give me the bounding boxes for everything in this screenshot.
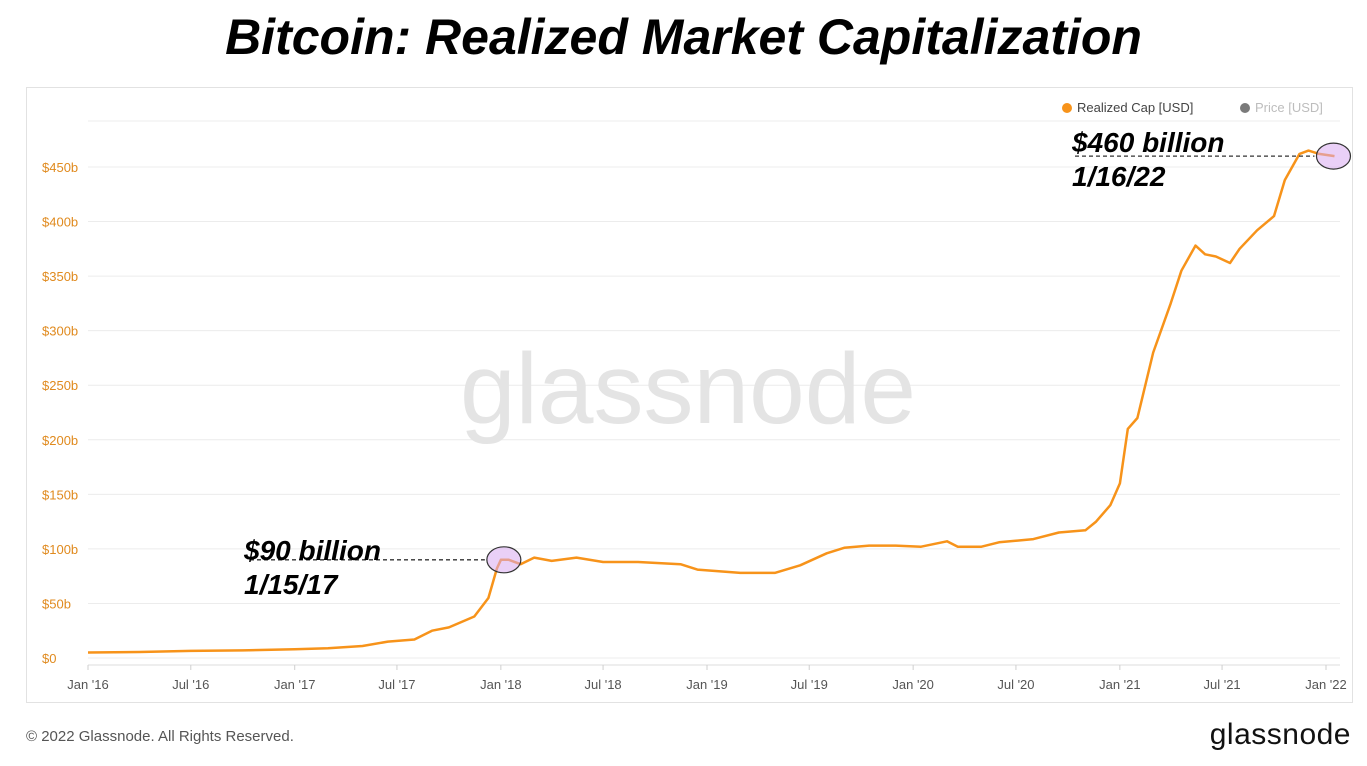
y-tick-label: $250b bbox=[42, 378, 78, 393]
legend-price[interactable]: Price [USD] bbox=[1240, 100, 1323, 115]
y-tick-label: $50b bbox=[42, 596, 71, 611]
chart-title: Bitcoin: Realized Market Capitalization bbox=[225, 9, 1142, 65]
series-line-realized-cap bbox=[87, 149, 1335, 654]
x-tick-label: Jul '17 bbox=[378, 677, 415, 692]
annotation-2017-highlight bbox=[486, 546, 522, 574]
chart-panel bbox=[26, 87, 1353, 703]
x-tick-label: Jan '21 bbox=[1099, 677, 1141, 692]
annotation-2022-value: $460 billion bbox=[1072, 127, 1225, 158]
annotation-2022-highlight bbox=[1315, 142, 1352, 170]
annotation-2022-date: 1/16/22 bbox=[1072, 161, 1166, 192]
x-tick-label: Jan '18 bbox=[480, 677, 522, 692]
x-tick-label: Jul '21 bbox=[1203, 677, 1240, 692]
annotation-2017-date: 1/15/17 bbox=[244, 569, 338, 600]
x-tick-label: Jan '16 bbox=[67, 677, 109, 692]
legend-label-price: Price [USD] bbox=[1255, 100, 1323, 115]
y-tick-label: $150b bbox=[42, 487, 78, 502]
annotation-2017-value: $90 billion bbox=[244, 535, 381, 566]
x-tick-label: Jul '18 bbox=[584, 677, 621, 692]
y-tick-label: $100b bbox=[42, 542, 78, 557]
x-tick-label: Jul '20 bbox=[997, 677, 1034, 692]
y-tick-label: $450b bbox=[42, 160, 78, 175]
copyright-text: © 2022 Glassnode. All Rights Reserved. bbox=[26, 728, 294, 745]
glassnode-logo: glassnode bbox=[1209, 718, 1351, 751]
annotation-2017: $90 billion 1/15/17 bbox=[244, 534, 381, 602]
x-tick-label: Jan '22 bbox=[1305, 677, 1347, 692]
y-tick-label: $350b bbox=[42, 269, 78, 284]
watermark: glassnode bbox=[460, 333, 916, 445]
y-tick-label: $400b bbox=[42, 215, 78, 230]
x-tick-label: Jan '19 bbox=[686, 677, 728, 692]
x-tick-label: Jan '20 bbox=[892, 677, 934, 692]
legend-dot-price bbox=[1240, 103, 1250, 113]
x-tick-label: Jul '19 bbox=[791, 677, 828, 692]
legend-dot-realized-cap bbox=[1062, 103, 1072, 113]
legend-realized-cap[interactable]: Realized Cap [USD] bbox=[1062, 100, 1193, 115]
y-tick-label: $300b bbox=[42, 324, 78, 339]
annotation-2022: $460 billion 1/16/22 bbox=[1072, 126, 1225, 194]
x-tick-label: Jan '17 bbox=[274, 677, 316, 692]
y-tick-label: $200b bbox=[42, 433, 78, 448]
x-tick-label: Jul '16 bbox=[172, 677, 209, 692]
legend-label-realized-cap: Realized Cap [USD] bbox=[1077, 100, 1194, 115]
y-tick-label: $0 bbox=[42, 651, 56, 666]
